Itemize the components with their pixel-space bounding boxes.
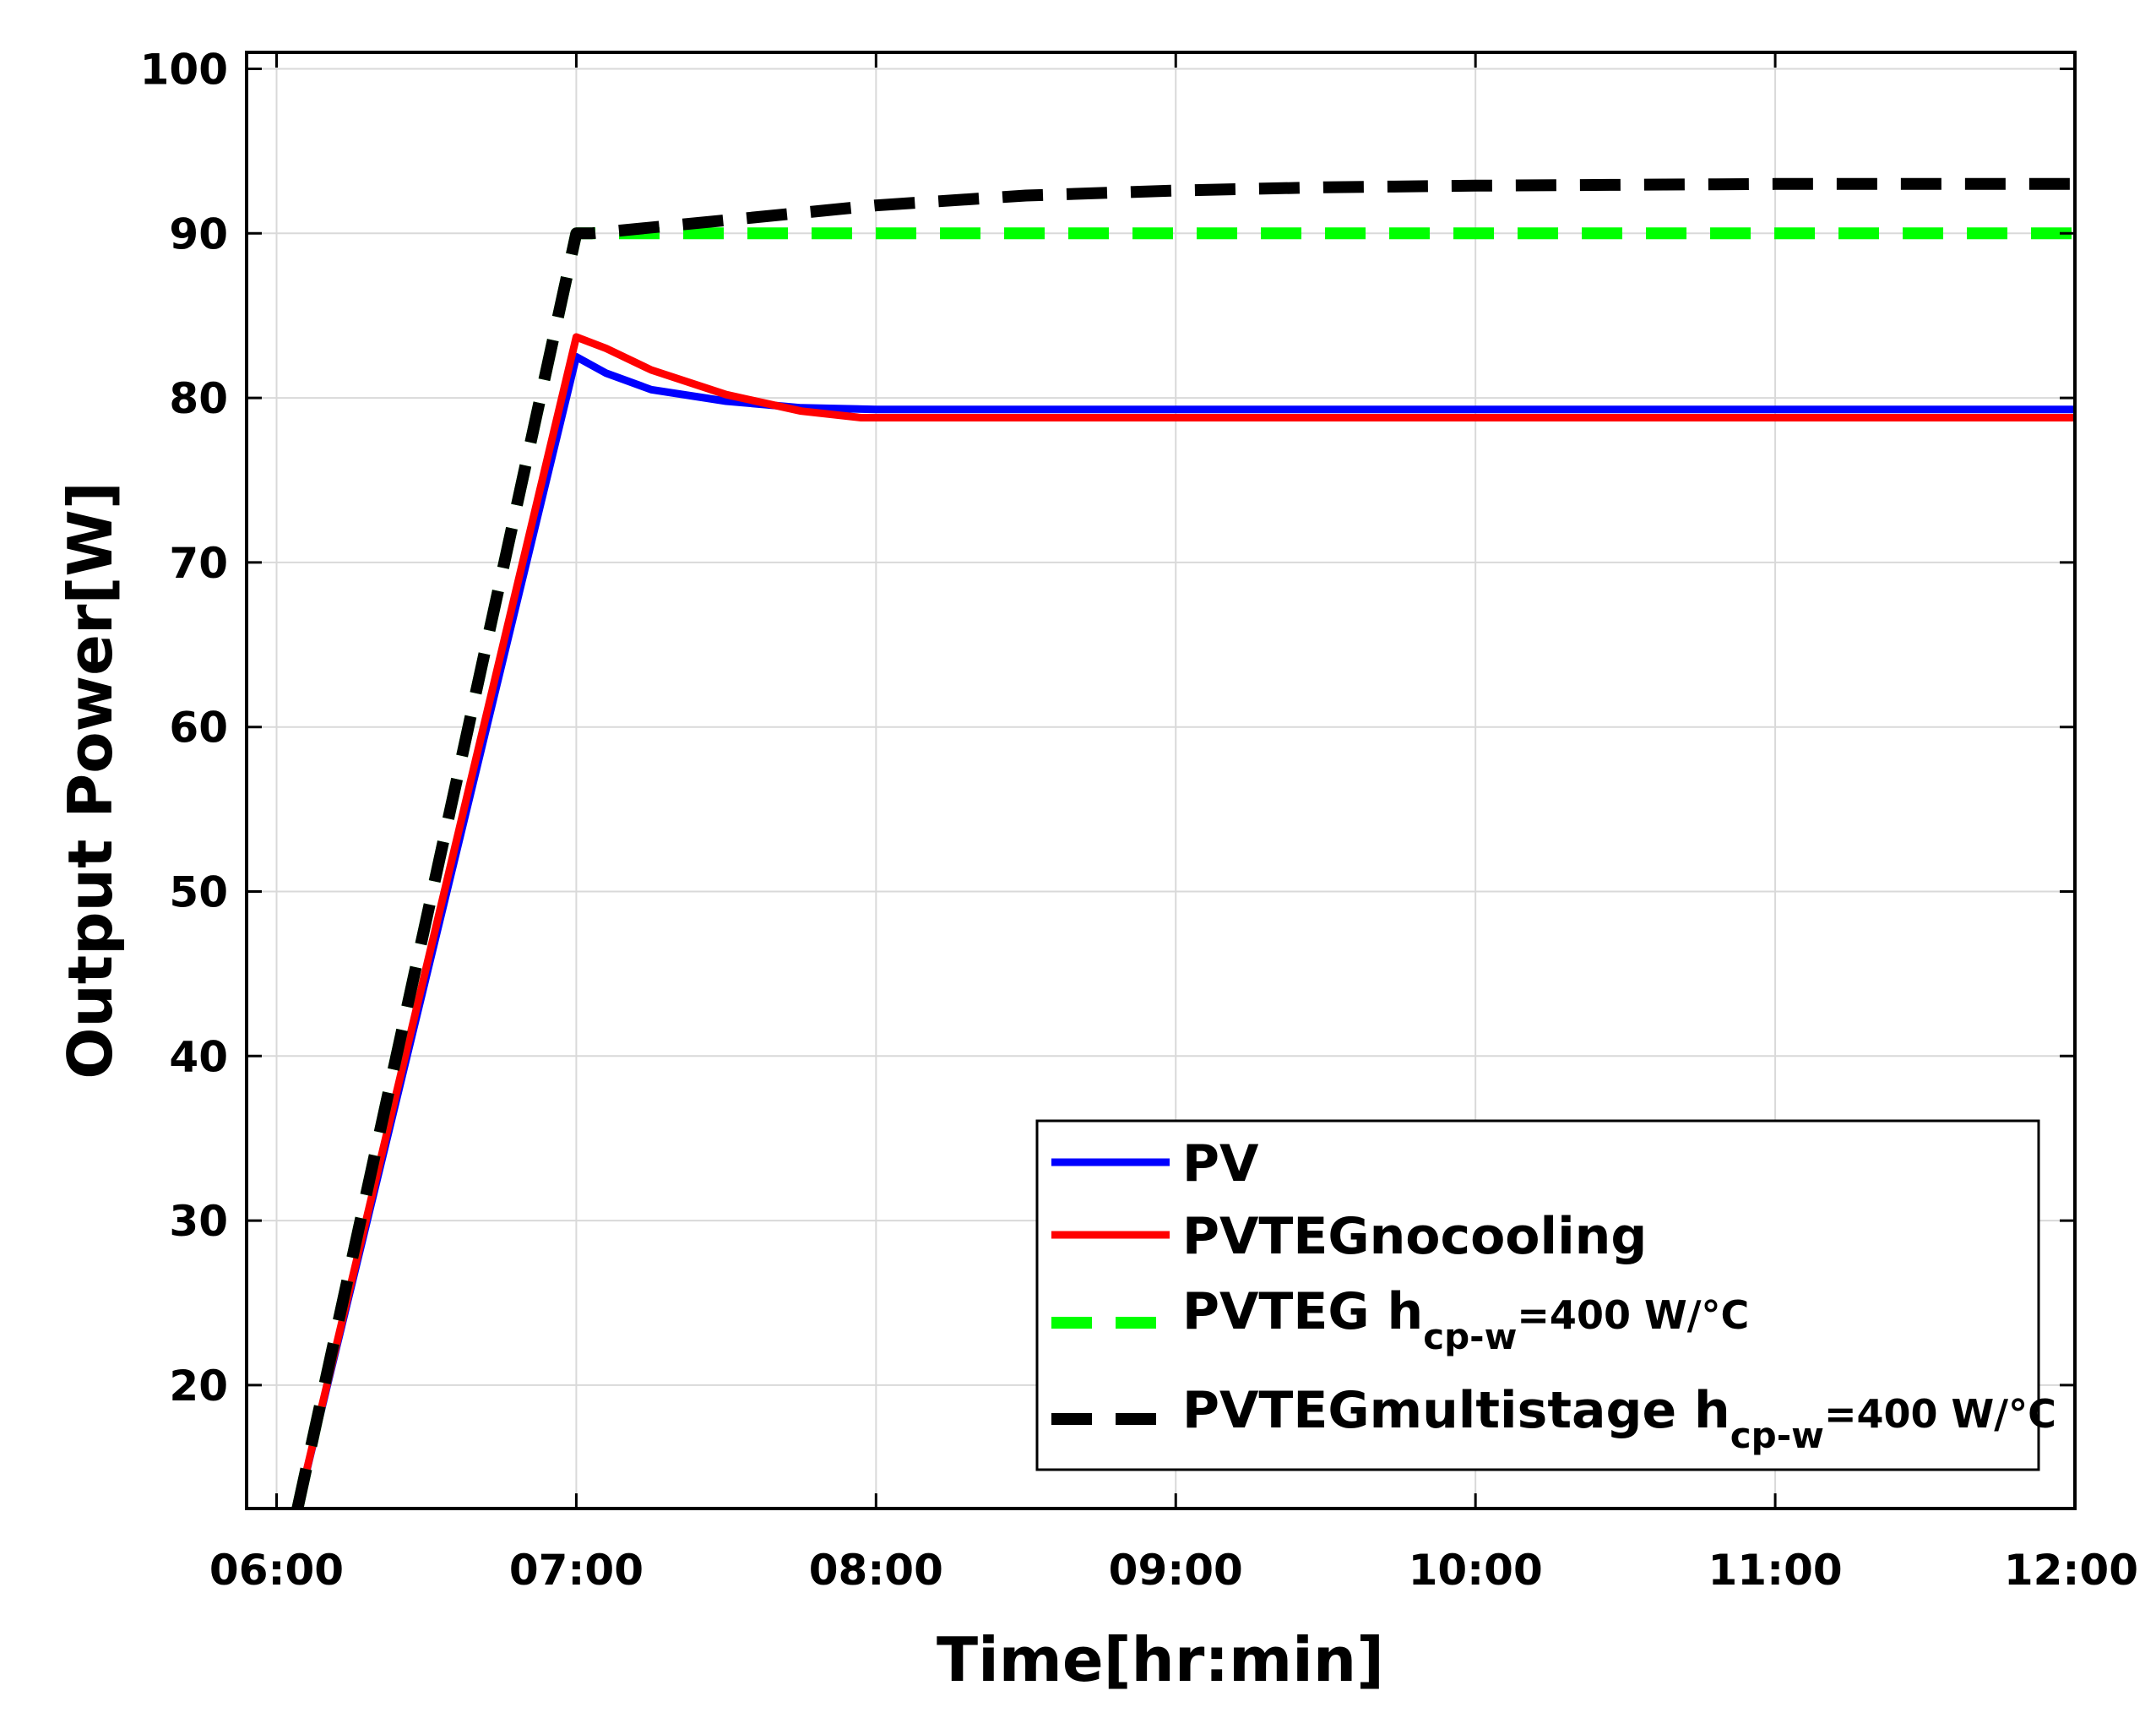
y-tick-label: 30 xyxy=(169,1197,228,1246)
legend-box xyxy=(1035,1119,2040,1471)
x-tick-label: 09:00 xyxy=(1109,1546,1243,1595)
series-line-pvtegnocooling xyxy=(293,333,2075,1510)
legend-label-pvteg-multistage-suffix: =400 W/°C xyxy=(1824,1391,2056,1437)
legend-label-pvteg-nocooling: PVTEGnocooling xyxy=(1182,1207,1647,1266)
x-tick-label: 12:00 xyxy=(2004,1546,2138,1595)
series-line-pvtegmultistage xyxy=(291,177,2075,1510)
x-tick-label: 08:00 xyxy=(809,1546,943,1595)
x-tick-label: 07:00 xyxy=(509,1546,644,1595)
y-tick-labels: 20 30 40 50 60 70 80 90 100 xyxy=(140,45,228,1410)
legend-label-pv: PV xyxy=(1182,1134,1259,1193)
legend-label-pvteg-multistage-name: PVTEGmultistage xyxy=(1182,1381,1676,1440)
x-tick-labels: 06:00 07:00 08:00 09:00 10:00 11:00 12:00 xyxy=(209,1546,2138,1595)
y-tick-label: 40 xyxy=(169,1032,228,1081)
y-axis-title: Output Power[W] xyxy=(55,481,126,1079)
y-tick-label: 50 xyxy=(169,867,228,916)
legend: PV PVTEGnocooling PVTEG hcp-w=400 W/°C P… xyxy=(1035,1119,2056,1471)
y-tick-label: 80 xyxy=(169,374,228,423)
x-tick-label: 10:00 xyxy=(1409,1546,1543,1595)
y-tick-label: 70 xyxy=(169,539,228,588)
legend-label-pvteg-multistage: PVTEGmultistage hcp-w=400 W/°C xyxy=(1182,1381,2056,1456)
legend-label-pvteg-subscript: cp-w xyxy=(1423,1316,1517,1357)
legend-label-pvteg-name: PVTEG xyxy=(1182,1282,1370,1341)
y-tick-label: 60 xyxy=(169,704,228,753)
x-tick-label: 06:00 xyxy=(209,1546,344,1595)
y-tick-label: 20 xyxy=(169,1362,228,1411)
legend-label-pvteg-multistage-subscript: cp-w xyxy=(1730,1415,1824,1456)
y-tick-label: 100 xyxy=(140,45,228,94)
plot-frame xyxy=(245,51,2077,1510)
x-axis-title: Time[hr:min] xyxy=(937,1624,1384,1695)
y-tick-label: 90 xyxy=(169,209,228,258)
ticks xyxy=(247,52,2077,1509)
x-tick-label: 11:00 xyxy=(1708,1546,1843,1595)
series-layer xyxy=(291,177,2075,1510)
legend-label-pvteg-suffix: =400 W/°C xyxy=(1517,1292,1749,1338)
legend-label-pvteg: PVTEG hcp-w=400 W/°C xyxy=(1182,1282,1749,1357)
